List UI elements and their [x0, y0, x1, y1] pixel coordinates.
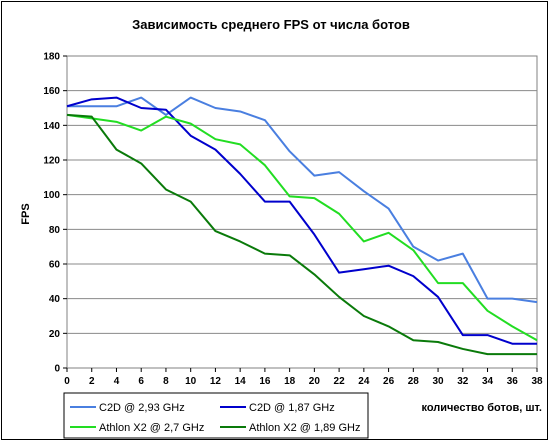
y-tick-label: 40 [49, 294, 61, 305]
series-line-1 [67, 96, 538, 304]
y-tick-label: 120 [43, 156, 60, 167]
y-tick-label: 80 [49, 225, 61, 236]
x-axis-ticks: 0 2 4 6 8 10 12 14 16 18 20 22 24 26 28 30 32 34 36 38 [64, 368, 543, 387]
y-tick-label: 20 [49, 329, 61, 340]
x-tick-label: 32 [457, 376, 469, 387]
x-tick-label: 22 [334, 376, 346, 387]
x-axis-label: количество ботов, шт. [421, 402, 542, 414]
legend-label: C2D @ 1,87 GHz [249, 402, 335, 414]
x-tick-label: 0 [64, 376, 70, 387]
y-tick-label: 180 [43, 52, 60, 63]
x-tick-label: 10 [185, 376, 197, 387]
legend-label: Athlon X2 @ 2,7 GHz [99, 422, 204, 434]
y-axis-ticks: 0 20 40 60 80 100 120 140 160 180 [43, 52, 67, 375]
x-tick-label: 6 [138, 376, 144, 387]
x-tick-label: 12 [210, 376, 222, 387]
series-lines [66, 96, 538, 356]
x-tick-label: 16 [259, 376, 271, 387]
y-tick-label: 0 [54, 364, 60, 375]
x-tick-label: 30 [432, 376, 444, 387]
x-tick-label: 24 [358, 376, 370, 387]
legend: C2D @ 2,93 GHz C2D @ 1,87 GHz Athlon X2 @ … [63, 392, 369, 439]
y-tick-label: 160 [43, 86, 60, 97]
x-tick-label: 14 [235, 376, 247, 387]
legend-label: Athlon X2 @ 1,89 GHz [249, 422, 360, 434]
series-line-2 [66, 96, 537, 345]
legend-box [63, 392, 369, 439]
y-tick-label: 140 [43, 121, 60, 132]
x-tick-label: 2 [89, 376, 95, 387]
y-tick-label: 60 [49, 260, 61, 271]
x-tick-label: 18 [284, 376, 296, 387]
legend-label: C2D @ 2,93 GHz [99, 402, 185, 414]
plot-area [66, 55, 538, 369]
series-line-3 [66, 113, 538, 342]
chart-title: Зависимость среднего FPS от числа ботов [132, 17, 410, 32]
x-tick-label: 8 [163, 376, 169, 387]
y-tick-label: 100 [43, 190, 60, 201]
series-line-4 [66, 113, 537, 356]
x-tick-label: 20 [309, 376, 321, 387]
x-tick-label: 28 [408, 376, 420, 387]
chart-frame: Зависимость среднего FPS от числа ботов … [1, 1, 548, 440]
x-tick-label: 38 [531, 376, 543, 387]
x-tick-label: 4 [114, 376, 120, 387]
y-axis-label: FPS [20, 203, 32, 224]
x-tick-label: 34 [482, 376, 494, 387]
x-tick-label: 26 [383, 376, 395, 387]
x-tick-label: 36 [507, 376, 519, 387]
